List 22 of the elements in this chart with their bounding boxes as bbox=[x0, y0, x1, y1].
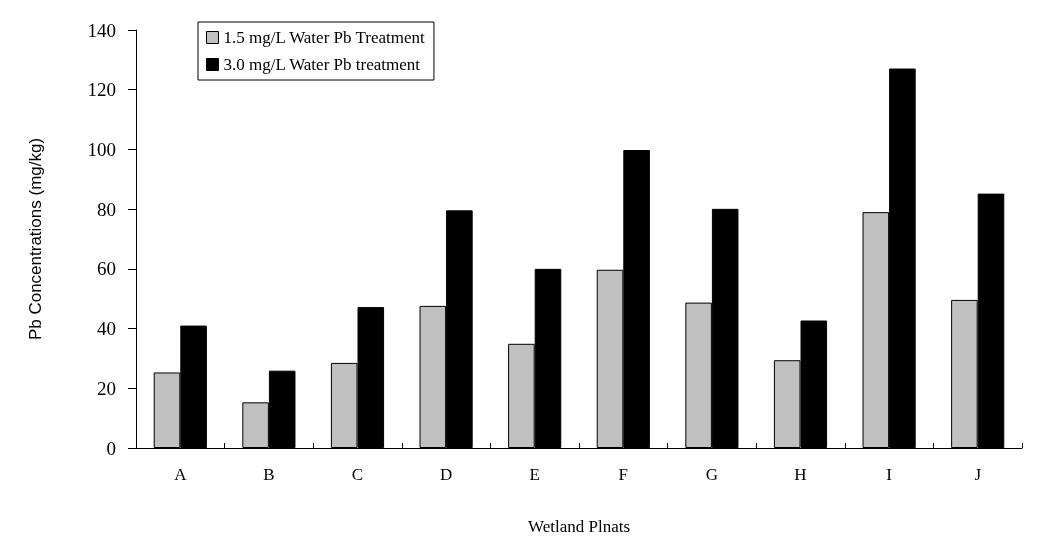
x-tick-label: G bbox=[705, 465, 719, 484]
y-tick-label: 120 bbox=[87, 79, 116, 101]
y-tick-label: 100 bbox=[87, 138, 116, 160]
x-tick-label: B bbox=[263, 465, 275, 484]
legend-label: 3.0 mg/L Water Pb treatment bbox=[223, 55, 421, 74]
x-tick-label: I bbox=[886, 465, 893, 484]
y-tick-label: 140 bbox=[87, 19, 116, 41]
x-tick-label: H bbox=[794, 465, 807, 484]
x-tick-label: F bbox=[618, 465, 629, 484]
x-axis-title: Wetland Plnats bbox=[527, 517, 631, 536]
y-tick-label: 0 bbox=[106, 437, 116, 459]
x-tick-label: E bbox=[529, 465, 540, 484]
y-tick-label: 40 bbox=[97, 318, 116, 340]
y-axis-title: Pb Concentrations (mg/kg) bbox=[26, 137, 45, 341]
y-tick-label: 20 bbox=[97, 377, 116, 399]
x-tick-label: C bbox=[351, 465, 364, 484]
y-tick-label: 80 bbox=[97, 198, 116, 220]
x-tick-label: A bbox=[174, 465, 188, 484]
x-tick-label: D bbox=[439, 465, 453, 484]
legend-label: 1.5 mg/L Water Pb Treatment bbox=[223, 28, 425, 47]
x-tick-label: J bbox=[974, 465, 982, 484]
y-tick-label: 60 bbox=[97, 258, 116, 280]
